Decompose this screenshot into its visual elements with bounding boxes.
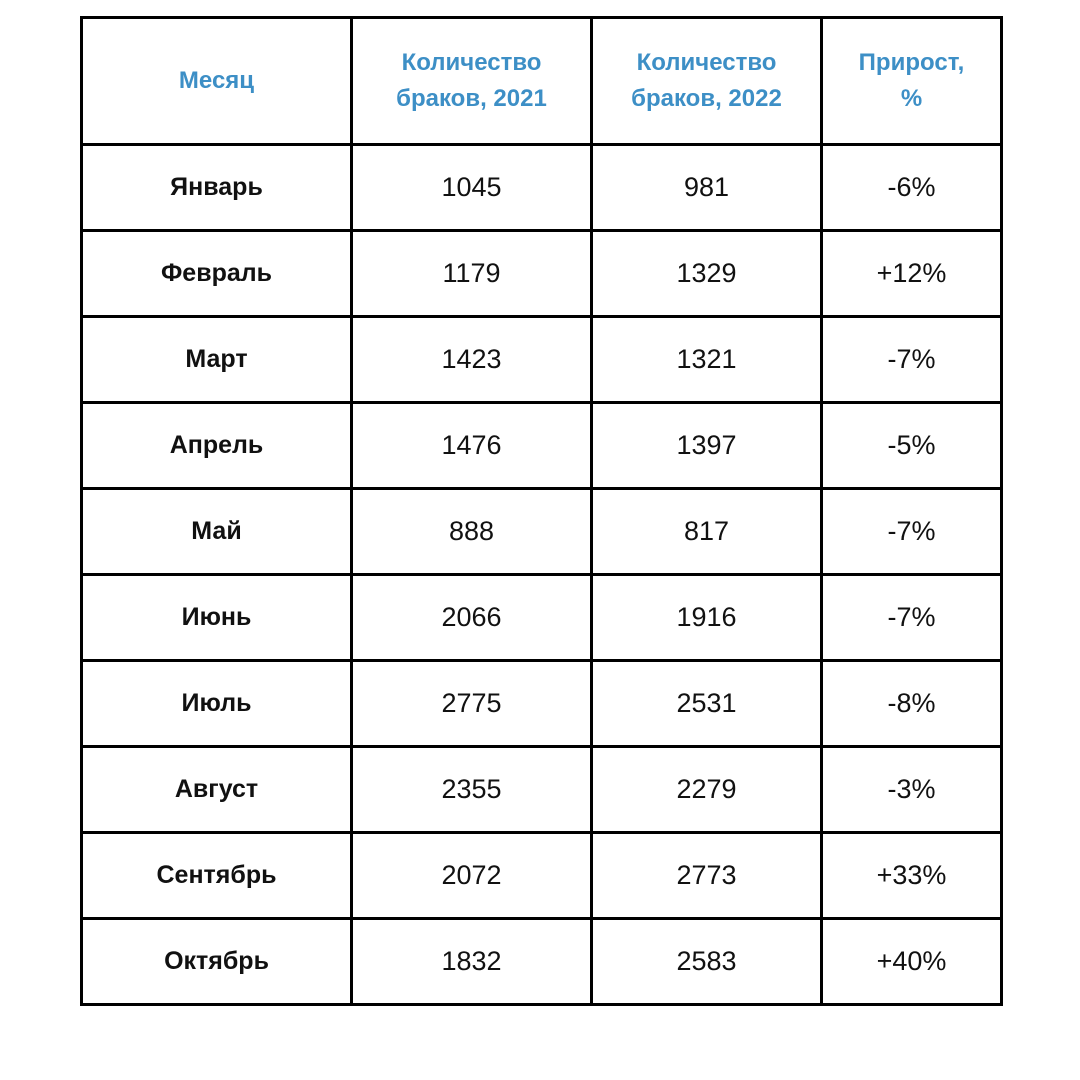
marriages-2021-cell: 1476: [350, 401, 593, 490]
growth-percent-cell: -7%: [820, 487, 1003, 576]
table-row: Август 2355 2279 -3%: [80, 745, 1003, 834]
marriages-2022-cell: 2583: [590, 917, 823, 1006]
marriages-2022-cell: 1321: [590, 315, 823, 404]
table-row: Июнь 2066 1916 -7%: [80, 573, 1003, 662]
growth-percent-cell: -5%: [820, 401, 1003, 490]
table-header: Месяц Количество браков, 2021 Количество…: [80, 16, 1003, 146]
marriages-2021-cell: 2072: [350, 831, 593, 920]
marriages-2022-cell: 2279: [590, 745, 823, 834]
marriages-2022-cell: 1916: [590, 573, 823, 662]
header-row: Месяц Количество браков, 2021 Количество…: [80, 16, 1003, 146]
marriages-2021-cell: 2355: [350, 745, 593, 834]
table-row: Март 1423 1321 -7%: [80, 315, 1003, 404]
growth-percent-cell: +40%: [820, 917, 1003, 1006]
marriages-2022-cell: 2773: [590, 831, 823, 920]
month-cell: Март: [80, 315, 353, 404]
marriages-2021-cell: 1832: [350, 917, 593, 1006]
month-cell: Май: [80, 487, 353, 576]
marriages-2021-cell: 1045: [350, 143, 593, 232]
marriages-2022-cell: 1329: [590, 229, 823, 318]
column-header-marriages-2021: Количество браков, 2021: [350, 16, 593, 146]
table-row: Май 888 817 -7%: [80, 487, 1003, 576]
marriages-2021-cell: 1423: [350, 315, 593, 404]
marriages-2022-cell: 2531: [590, 659, 823, 748]
marriage-stats-table-container: Месяц Количество браков, 2021 Количество…: [80, 16, 1003, 1006]
growth-percent-cell: -7%: [820, 315, 1003, 404]
month-cell: Сентябрь: [80, 831, 353, 920]
marriages-2021-cell: 2775: [350, 659, 593, 748]
marriages-2021-cell: 1179: [350, 229, 593, 318]
table-row: Апрель 1476 1397 -5%: [80, 401, 1003, 490]
growth-percent-cell: -7%: [820, 573, 1003, 662]
marriages-2022-cell: 1397: [590, 401, 823, 490]
table-row: Февраль 1179 1329 +12%: [80, 229, 1003, 318]
table-body: Январь 1045 981 -6% Февраль 1179 1329 +12% Март 1…: [80, 143, 1003, 1006]
table-row: Январь 1045 981 -6%: [80, 143, 1003, 232]
month-cell: Август: [80, 745, 353, 834]
growth-percent-cell: +33%: [820, 831, 1003, 920]
growth-percent-cell: -6%: [820, 143, 1003, 232]
column-header-growth-percent: Прирост, %: [820, 16, 1003, 146]
marriage-stats-table: Месяц Количество браков, 2021 Количество…: [80, 16, 1003, 1006]
growth-percent-cell: -3%: [820, 745, 1003, 834]
column-header-marriages-2022: Количество браков, 2022: [590, 16, 823, 146]
month-cell: Июнь: [80, 573, 353, 662]
growth-percent-cell: +12%: [820, 229, 1003, 318]
month-cell: Январь: [80, 143, 353, 232]
growth-percent-cell: -8%: [820, 659, 1003, 748]
table-row: Октябрь 1832 2583 +40%: [80, 917, 1003, 1006]
month-cell: Октябрь: [80, 917, 353, 1006]
month-cell: Апрель: [80, 401, 353, 490]
marriages-2022-cell: 817: [590, 487, 823, 576]
marriages-2021-cell: 2066: [350, 573, 593, 662]
column-header-month: Месяц: [80, 16, 353, 146]
month-cell: Февраль: [80, 229, 353, 318]
table-row: Июль 2775 2531 -8%: [80, 659, 1003, 748]
marriages-2022-cell: 981: [590, 143, 823, 232]
month-cell: Июль: [80, 659, 353, 748]
table-row: Сентябрь 2072 2773 +33%: [80, 831, 1003, 920]
marriages-2021-cell: 888: [350, 487, 593, 576]
